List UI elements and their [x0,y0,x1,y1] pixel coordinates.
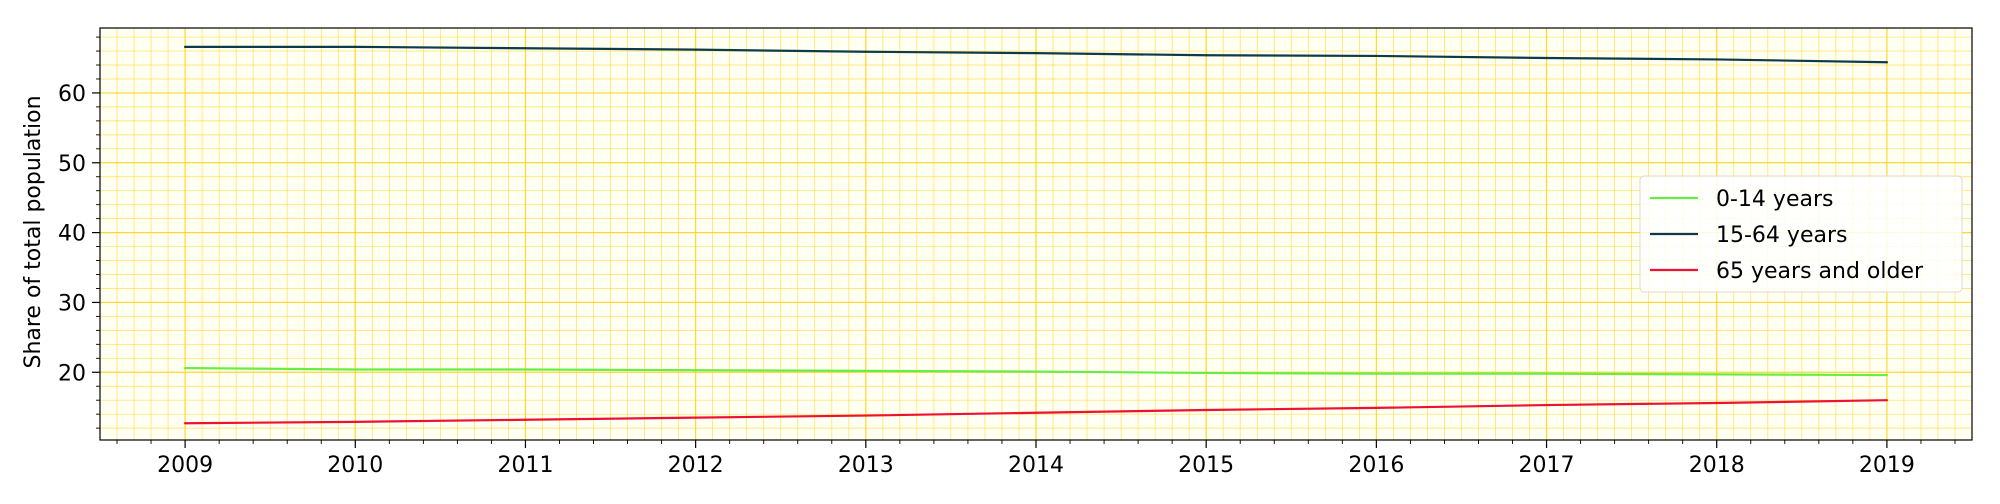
data-point-0-14-years [864,369,867,372]
data-point-65-years-and-older [1034,411,1038,414]
legend: 0-14 years 15-64 years 65 years and older [1639,175,1963,293]
data-point-65-years-and-older [354,420,357,423]
axis-ticks: 2009 2010 2011 2012 2013 2014 2015 2016 2017 2018… [58,36,1956,478]
legend-entry-label: 65 years and older [1716,259,1924,284]
data-point-65-years-and-older [524,418,527,421]
data-point-65-years-and-older [1545,403,1548,407]
x-tick-label: 2019 [1859,453,1915,478]
data-point-15-64-years [1205,54,1208,57]
series-lines [183,45,1889,425]
x-tick-label: 2014 [1008,453,1064,478]
data-point-15-64-years [1375,54,1378,58]
data-point-65-years-and-older [1885,399,1889,402]
y-axis-label: Share of total population [21,95,46,368]
x-tick-label: 2017 [1519,453,1575,478]
data-point-65-years-and-older [1205,408,1208,412]
data-point-65-years-and-older [1715,401,1718,405]
data-point-15-64-years [694,48,697,51]
x-tick-label: 2009 [157,453,213,478]
data-point-15-64-years [1545,56,1548,60]
data-point-0-14-years [694,369,697,372]
grid [99,28,1973,440]
data-point-15-64-years [354,45,357,48]
data-point-65-years-and-older [864,414,867,417]
data-point-15-64-years [864,50,867,53]
y-tick-label: 60 [58,82,86,107]
data-point-15-64-years [1885,61,1889,64]
data-point-0-14-years [183,366,187,370]
x-tick-label: 2015 [1178,453,1234,478]
y-tick-label: 30 [58,291,86,316]
data-point-0-14-years [1715,373,1718,376]
data-point-0-14-years [354,368,357,371]
y-tick-label: 20 [58,361,86,386]
data-point-0-14-years [1375,372,1378,375]
data-point-15-64-years [524,47,527,50]
y-tick-label: 50 [58,152,86,177]
legend-box [1639,175,1963,293]
legend-entry-label: 0-14 years [1716,187,1833,212]
data-point-0-14-years [524,368,527,371]
x-tick-label: 2011 [497,453,553,478]
x-tick-label: 2018 [1689,453,1745,478]
x-tick-label: 2012 [668,453,724,478]
data-point-0-14-years [1545,372,1548,375]
x-tick-label: 2010 [327,453,383,478]
data-point-0-14-years [1034,370,1038,373]
data-point-65-years-and-older [694,416,697,419]
data-point-15-64-years [1034,52,1038,55]
data-point-0-14-years [1885,373,1889,377]
y-tick-label: 40 [58,222,86,247]
data-point-65-years-and-older [183,422,187,425]
data-point-65-years-and-older [1375,406,1378,409]
x-tick-label: 2016 [1348,453,1404,478]
x-tick-label: 2013 [838,453,894,478]
legend-entry-label: 15-64 years [1716,223,1847,248]
data-point-15-64-years [1715,58,1718,61]
data-point-0-14-years [1205,371,1208,375]
data-point-15-64-years [183,45,187,48]
